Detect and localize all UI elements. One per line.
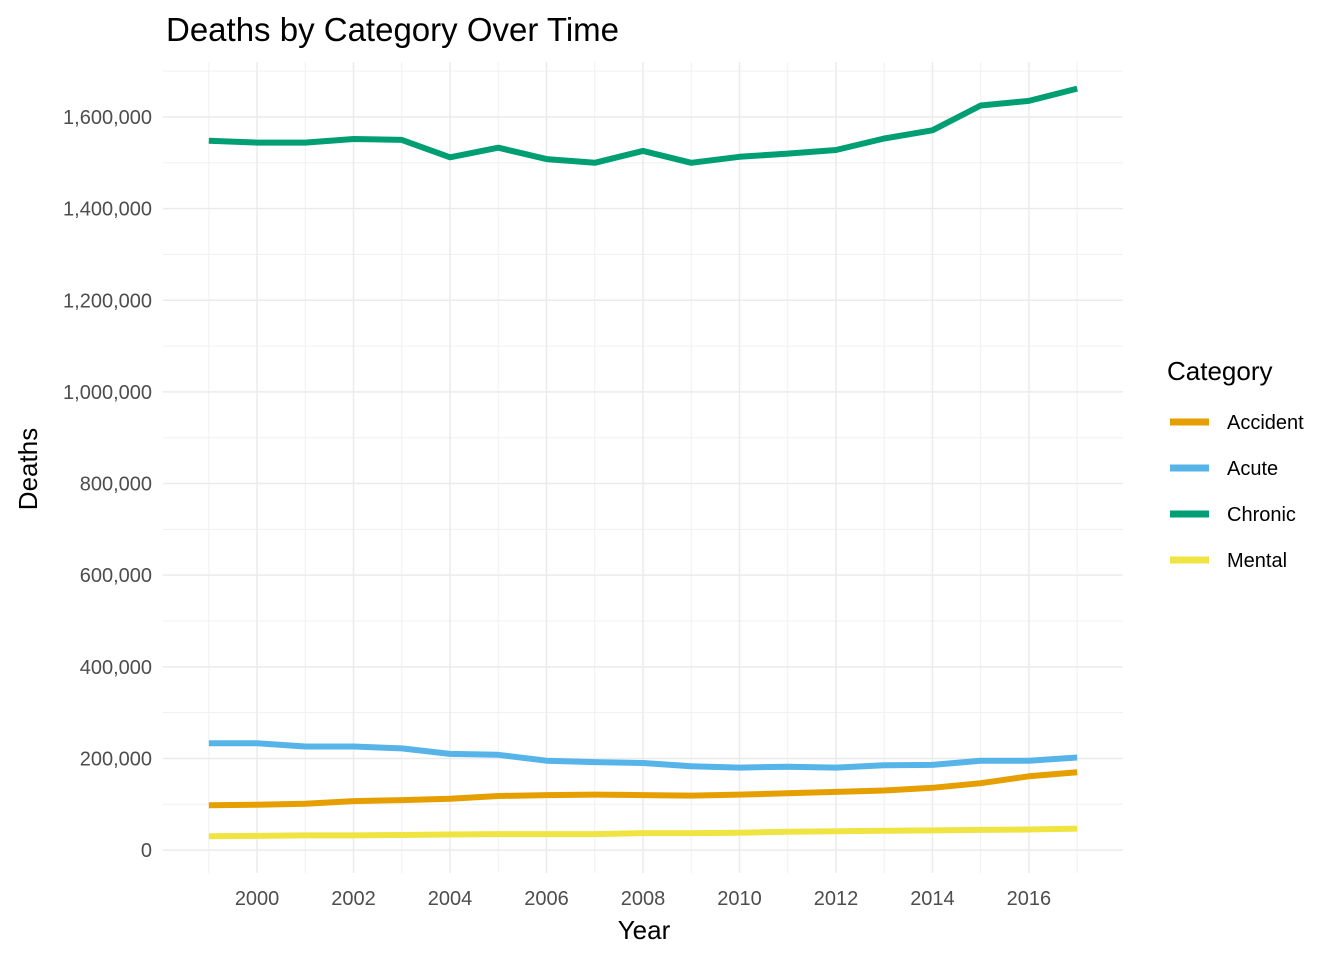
- legend-label-mental: Mental: [1227, 550, 1287, 572]
- x-tick-label: 2016: [1007, 888, 1052, 910]
- x-tick-label: 2006: [524, 888, 569, 910]
- series-lines: [208, 85, 1078, 840]
- series-line-mental: [208, 825, 1078, 840]
- y-axis-ticks: 0 200,000 400,000 600,000 800,000 1,000,000 1,…: [63, 107, 152, 862]
- legend-label-acute: Acute: [1227, 458, 1278, 480]
- grid-major: [163, 62, 1123, 873]
- y-axis-title: Deaths: [13, 428, 43, 510]
- x-tick-label: 2000: [235, 888, 280, 910]
- series-line-acute: [208, 740, 1078, 771]
- legend: Category Accident Acute Chronic Mental: [1167, 356, 1304, 572]
- x-axis-ticks: 2000 2002 2004 2006 2008 2010 2012 2014 2016: [235, 888, 1051, 910]
- y-tick-label: 400,000: [80, 657, 152, 679]
- x-axis-title: Year: [618, 915, 671, 945]
- y-tick-label: 200,000: [80, 748, 152, 770]
- x-tick-label: 2008: [621, 888, 666, 910]
- legend-label-chronic: Chronic: [1227, 504, 1296, 526]
- y-tick-label: 1,400,000: [63, 199, 152, 221]
- series-line-accident: [208, 769, 1078, 809]
- x-tick-label: 2010: [717, 888, 762, 910]
- series-line-chronic: [208, 85, 1078, 166]
- y-tick-label: 600,000: [80, 565, 152, 587]
- legend-items: Accident Acute Chronic Mental: [1170, 412, 1304, 572]
- legend-label-accident: Accident: [1227, 412, 1304, 434]
- y-tick-label: 1,000,000: [63, 382, 152, 404]
- legend-title: Category: [1167, 356, 1273, 386]
- chart-title: Deaths by Category Over Time: [166, 11, 619, 48]
- y-tick-label: 0: [141, 840, 152, 862]
- x-tick-label: 2012: [814, 888, 859, 910]
- y-tick-label: 1,600,000: [63, 107, 152, 129]
- x-tick-label: 2004: [428, 888, 473, 910]
- x-tick-label: 2002: [331, 888, 376, 910]
- x-tick-label: 2014: [910, 888, 955, 910]
- y-tick-label: 1,200,000: [63, 290, 152, 312]
- y-tick-label: 800,000: [80, 474, 152, 496]
